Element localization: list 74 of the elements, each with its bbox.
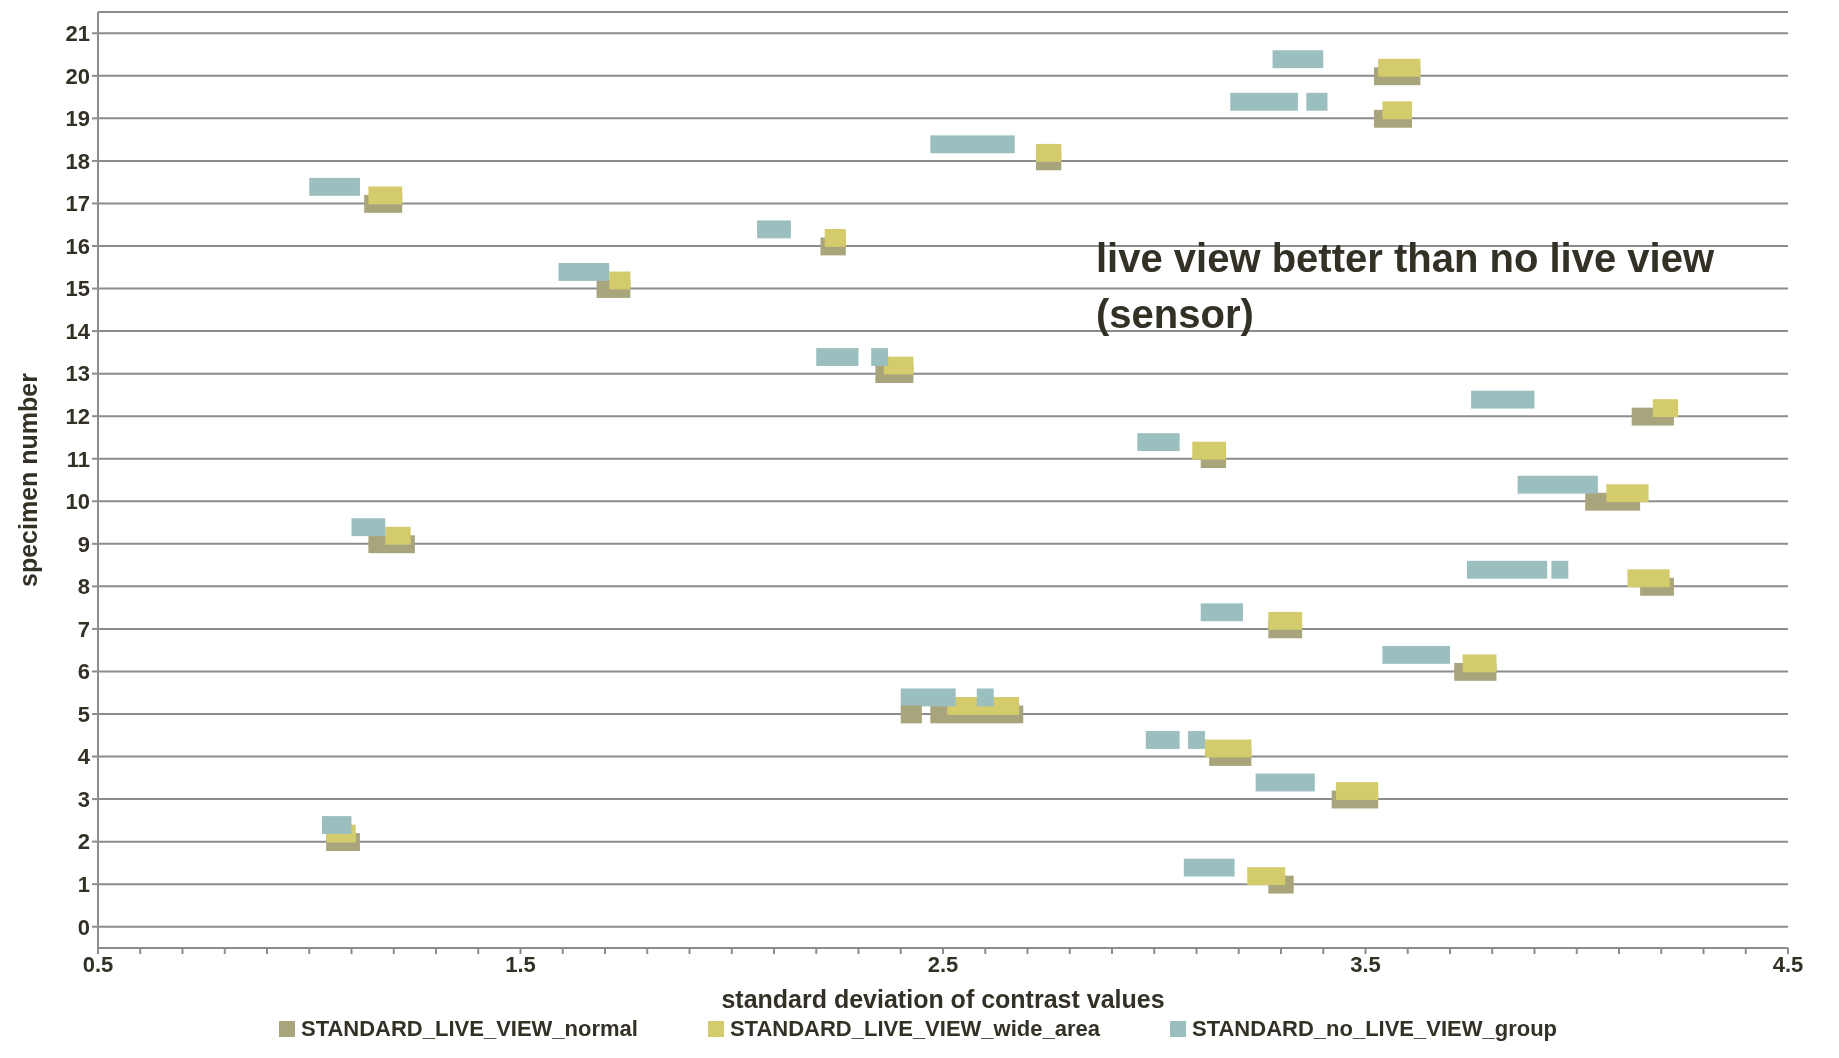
- y-tick-label: 16: [65, 233, 90, 259]
- y-tick-label: 6: [77, 659, 90, 685]
- bar: [1378, 58, 1421, 77]
- bar: [1192, 441, 1227, 460]
- y-tick-label: 13: [65, 361, 90, 387]
- legend-label: STANDARD_LIVE_VIEW_normal: [300, 1016, 638, 1042]
- bar: [1306, 92, 1328, 111]
- y-tick-label: 3: [77, 786, 90, 812]
- bar: [368, 186, 403, 205]
- bar: [1255, 773, 1315, 792]
- bar: [1137, 433, 1180, 452]
- y-tick-label: 8: [77, 574, 90, 600]
- x-tick-label: 4.5: [1772, 951, 1804, 977]
- bar: [1230, 92, 1298, 111]
- bar: [385, 526, 411, 545]
- bar: [816, 348, 859, 366]
- bar: [609, 271, 631, 290]
- y-tick-label: 21: [65, 21, 90, 47]
- y-tick-label: 19: [65, 106, 90, 132]
- bar: [1272, 50, 1324, 69]
- bar: [309, 177, 360, 196]
- y-tick-label: 15: [65, 276, 90, 302]
- bar: [1247, 867, 1286, 886]
- bar: [1462, 654, 1497, 673]
- y-tick-label: 4: [77, 744, 91, 770]
- bar: [1382, 645, 1450, 664]
- bar: [976, 688, 994, 707]
- bar: [1200, 603, 1243, 622]
- bar: [1268, 611, 1303, 630]
- x-tick-label: 1.5: [505, 951, 536, 977]
- bar: [1183, 858, 1235, 877]
- legend-label: STANDARD_no_LIVE_VIEW_group: [1191, 1016, 1558, 1042]
- y-tick-label: 0: [77, 914, 90, 940]
- y-tick-label: 20: [65, 63, 90, 89]
- y-tick-label: 2: [77, 829, 90, 855]
- bar: [871, 348, 889, 366]
- y-tick-label: 10: [65, 489, 90, 515]
- y-axis-title: specimen number: [13, 372, 42, 587]
- bar: [351, 518, 386, 537]
- bar: [1627, 569, 1670, 588]
- bar: [1335, 782, 1379, 800]
- x-tick-label: 2.5: [927, 951, 959, 977]
- legend-label: STANDARD_LIVE_VIEW_wide_area: [729, 1016, 1100, 1042]
- bar: [1204, 739, 1252, 758]
- x-tick-label: 3.5: [1350, 951, 1381, 977]
- bar: [321, 816, 352, 834]
- bar: [1471, 390, 1535, 409]
- bar: [1382, 101, 1412, 120]
- y-tick-label: 14: [65, 318, 91, 344]
- y-tick-label: 9: [77, 531, 90, 557]
- x-tick-label: 0.5: [82, 951, 114, 977]
- bar: [1145, 731, 1180, 749]
- bar: [930, 135, 1015, 154]
- bar: [1652, 399, 1679, 418]
- bar: [1606, 484, 1649, 503]
- bar: [757, 220, 791, 239]
- y-tick-label: 17: [65, 191, 90, 217]
- y-tick-label: 5: [77, 701, 90, 727]
- bar: [900, 705, 922, 724]
- bar: [1035, 143, 1062, 162]
- bar: [1188, 731, 1205, 749]
- bar: [1517, 475, 1598, 494]
- annotation: live view better than no live view (sensor): [1096, 235, 1715, 338]
- y-tick-label: 11: [66, 446, 90, 472]
- bar: [824, 228, 846, 247]
- x-axis-title: standard deviation of contrast values: [721, 985, 1165, 1013]
- y-tick-label: 18: [65, 148, 90, 174]
- bar: [900, 688, 956, 707]
- bar: [1551, 560, 1569, 579]
- bar: [558, 263, 610, 281]
- y-tick-label: 7: [77, 616, 90, 642]
- y-tick-label: 1: [77, 871, 90, 897]
- bar: [1466, 560, 1548, 579]
- y-tick-label: 12: [65, 403, 90, 429]
